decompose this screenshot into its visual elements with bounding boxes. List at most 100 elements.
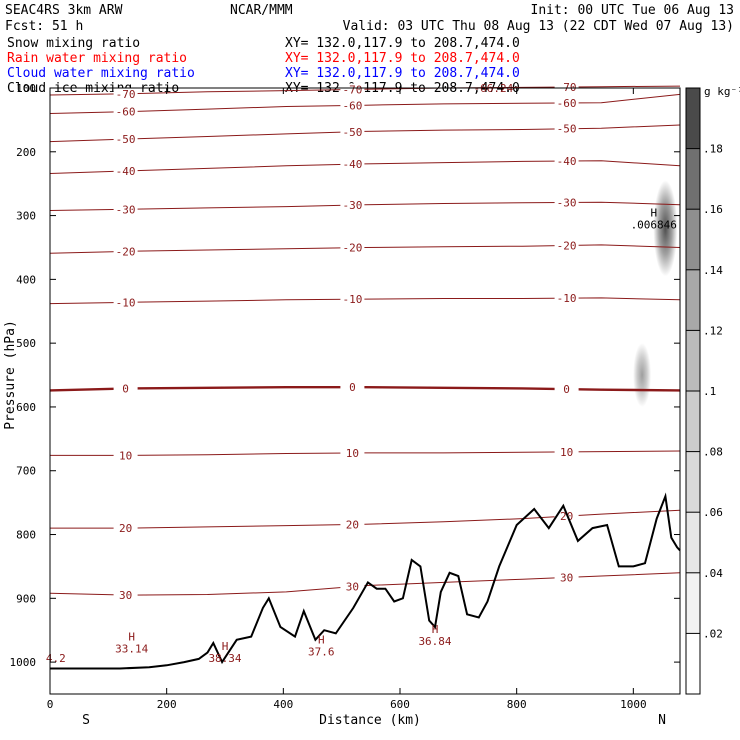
y-tick-label: 500 <box>16 337 36 350</box>
colorbar-tick-label: .08 <box>703 446 723 459</box>
isotherm-label-bg <box>113 105 138 118</box>
isotherm-label: -60 <box>342 99 362 112</box>
isotherm-label-bg <box>554 571 579 584</box>
isotherm-label-bg <box>554 196 579 209</box>
isotherm-label: -60 <box>116 106 136 119</box>
isotherm-label-bg <box>113 245 138 258</box>
header-center: NCAR/MMM <box>230 3 293 18</box>
colorbar: .02 .04 .06 .08 .1 .12 .14 .16 .18 <box>685 87 723 695</box>
snow-shade-1 <box>633 343 652 408</box>
field-cloudwater-name: Cloud water mixing ratio <box>7 66 195 81</box>
isotherm-label-bg <box>340 125 365 138</box>
y-tick-label: 100 <box>16 82 36 95</box>
isotherm-30 <box>49 572 681 596</box>
maximum-value: 4.2 <box>46 652 66 665</box>
colorbar-tick-label: .02 <box>703 627 723 640</box>
isotherm-20 <box>50 509 681 529</box>
maximum-value: 33.14 <box>115 643 148 656</box>
field-snow-name: Snow mixing ratio <box>7 36 140 51</box>
isotherm--40 <box>49 160 681 174</box>
isotherm-label-bg <box>113 449 138 462</box>
x-tick-label: 600 <box>390 698 410 711</box>
isotherm-label-bg <box>554 96 579 109</box>
maximum-value: 37.6 <box>308 646 335 659</box>
isotherm-label-bg <box>554 292 579 305</box>
isotherm-label: 10 <box>560 446 573 459</box>
x-tick-label: 200 <box>157 698 177 711</box>
x-tick-label: 400 <box>273 698 293 711</box>
terrain-line <box>50 492 681 670</box>
field-cloudwater-xy: XY= 132.0,117.9 to 208.7,474.0 <box>285 66 520 81</box>
isotherm-label: 10 <box>346 447 359 460</box>
y-tick-label: 200 <box>16 146 36 159</box>
isotherm-label-bg <box>340 158 365 171</box>
isotherm-label: -20 <box>342 242 362 255</box>
isotherm-label: 30 <box>560 571 573 584</box>
header-forecast: Fcst: 51 h <box>5 19 83 34</box>
isotherm--10 <box>49 297 681 305</box>
isotherm-label-bg <box>554 81 579 94</box>
isotherm-label: 30 <box>346 581 359 594</box>
x-tick-label: 1000 <box>620 698 647 711</box>
isotherm-contours: -70 -70 -70-60 -60 -60-50-50 -50-40-40 -40-30-… <box>49 81 681 602</box>
isotherm-label: -50 <box>557 123 577 136</box>
maximum-marker: H <box>432 623 439 636</box>
isotherm-label-bg <box>113 296 138 309</box>
right-end-label: N <box>658 713 666 728</box>
field-snow-xy: XY= 132.0,117.9 to 208.7,474.0 <box>285 36 520 51</box>
isotherm-label-bg <box>554 239 579 252</box>
isotherm-label: -30 <box>557 196 577 209</box>
isotherm-label-bg <box>340 241 365 254</box>
maximum-marker: H <box>318 634 325 647</box>
isotherm-label: 0 <box>563 383 570 396</box>
isotherm-label-bg <box>113 87 138 100</box>
isotherm-label-bg <box>113 203 138 216</box>
field-rain-name: Rain water mixing ratio <box>7 51 187 66</box>
maximum-marker: H <box>128 631 135 644</box>
y-tick-label: 1000 <box>10 656 37 669</box>
isotherm-label: -70 <box>116 88 136 101</box>
isotherm-label: 20 <box>119 522 132 535</box>
colorbar-tick-label: .1 <box>703 385 716 398</box>
isotherm-label-bg <box>340 580 365 593</box>
colorbar-swatch <box>686 391 700 452</box>
isotherm-label: -50 <box>116 133 136 146</box>
isotherm-label-bg <box>554 122 579 135</box>
isotherm-label: -50 <box>342 126 362 139</box>
isotherm-label: -10 <box>342 293 362 306</box>
x-axis-label: Distance (km) <box>319 713 421 728</box>
isotherm-label-bg <box>340 99 365 112</box>
y-tick-label: 700 <box>16 465 36 478</box>
isotherm-label: -60 <box>557 97 577 110</box>
header-model: SEAC4RS 3km ARW <box>5 3 123 18</box>
y-tick-label: 300 <box>16 210 36 223</box>
colorbar-tick-label: .18 <box>703 143 723 156</box>
isotherm-label: -30 <box>342 199 362 212</box>
colorbar-swatch <box>686 148 700 210</box>
colorbar-tick-label: .16 <box>703 203 723 216</box>
y-tick-label: 600 <box>16 401 36 414</box>
colorbar-swatch <box>686 88 700 149</box>
maximum-value: .006846 <box>631 218 677 231</box>
isotherm--60 <box>49 93 681 114</box>
isotherm-label: -30 <box>116 203 136 216</box>
y-tick-label: 800 <box>16 529 36 542</box>
isotherm-label-bg <box>340 446 365 459</box>
isotherm-label: 0 <box>349 381 356 394</box>
terrain <box>50 492 681 670</box>
isotherm--30 <box>49 201 681 211</box>
isotherm-0 <box>49 386 681 392</box>
isotherm-label: -40 <box>116 165 136 178</box>
isotherm-label: -20 <box>116 245 136 258</box>
colorbar-swatch <box>686 512 700 573</box>
x-tick-label: 0 <box>47 698 54 711</box>
colorbar-tick-label: .04 <box>703 567 723 580</box>
isotherm-label: 0 <box>122 383 129 396</box>
field-rain-xy: XY= 132.0,117.9 to 208.7,474.0 <box>285 51 520 66</box>
isotherm-label-bg <box>554 383 579 396</box>
isotherm-label-bg <box>113 589 138 602</box>
isotherm-label-bg <box>113 133 138 146</box>
header-init: Init: 00 UTC Tue 06 Aug 13 <box>531 3 735 18</box>
axes: 0 200 400 600 800 100010009008007006005004003… <box>10 82 680 711</box>
